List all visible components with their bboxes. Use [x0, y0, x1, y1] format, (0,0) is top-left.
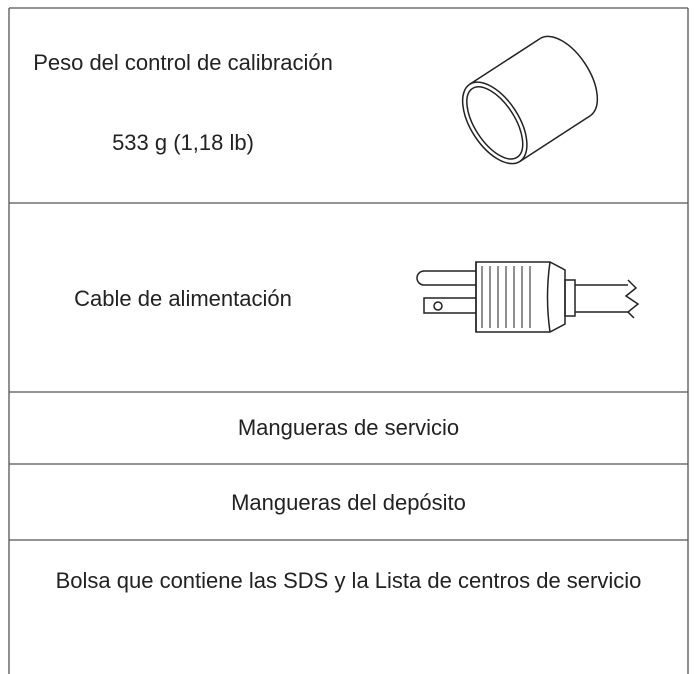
item-value: 533 g (1,18 lb): [112, 130, 254, 155]
item-label: Mangueras de servicio: [237, 415, 460, 440]
item-label: Peso del control de calibración: [33, 50, 333, 75]
item-label: Cable de alimentación: [74, 286, 292, 311]
calibration-weight-icon: [461, 35, 599, 165]
power-cord-icon: [416, 261, 640, 333]
item-label: Bolsa que contiene las SDS y la Lista de…: [55, 568, 642, 593]
item-label: Mangueras del depósito: [231, 490, 466, 515]
